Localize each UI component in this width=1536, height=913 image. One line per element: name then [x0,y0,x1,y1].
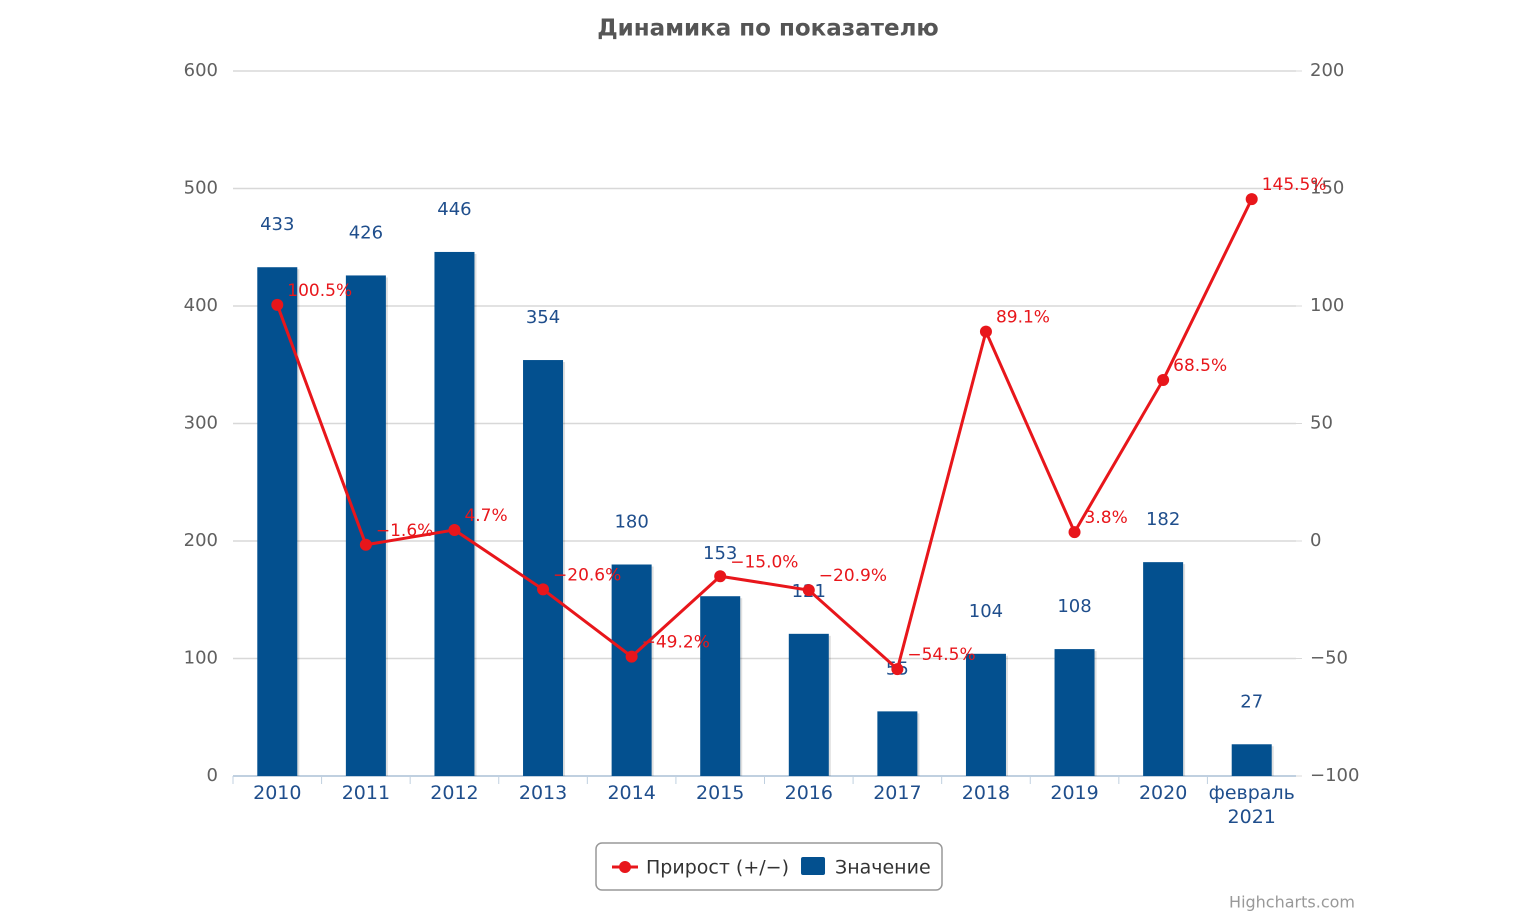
value-label: 104 [969,601,1003,622]
value-label: −20.9% [819,566,887,586]
value-label: −49.2% [642,633,710,653]
value-label: 426 [349,222,383,243]
line-point [625,650,638,663]
value-label: 68.5% [1173,356,1227,376]
bar [1054,649,1095,776]
value-label: 100.5% [287,281,352,301]
y-tick-label: 300 [184,413,218,434]
bar [611,564,652,776]
value-label: 153 [703,543,737,564]
line-point [714,570,727,583]
y-tick-label: 400 [184,295,218,316]
value-label: 89.1% [996,308,1050,328]
line-point [448,523,461,536]
value-label: −15.0% [730,552,798,572]
x-tick-label: 2018 [962,782,1010,804]
legend-box [595,842,943,891]
bar [965,653,1006,776]
line-point [1245,193,1258,206]
value-label: 433 [260,214,294,235]
value-label: 108 [1057,596,1091,617]
bar [523,360,564,776]
value-label: 180 [614,512,648,533]
x-tick-label: 2011 [342,782,390,804]
value-label: −1.6% [376,521,433,541]
x-tick-label: 2010 [253,782,301,804]
x-tick-label: 2017 [873,782,921,804]
bar [257,267,298,776]
legend-symbol [801,857,826,875]
x-tick-label: 2015 [696,782,744,804]
y2-tick-label: −50 [1310,648,1348,669]
value-label: 3.8% [1085,508,1128,528]
line-point [891,663,904,676]
value-label: 446 [437,199,471,220]
line-point [271,298,284,311]
bar [1231,744,1272,776]
chart-title: Динамика по показателю [597,16,939,42]
bar [788,633,829,776]
line-point [1068,526,1081,539]
x-tick-label: февраль 2021 [1209,782,1295,828]
x-tick-label: 2016 [785,782,833,804]
value-label: 354 [526,307,560,328]
value-label: −20.6% [553,565,621,585]
line-point [537,583,550,596]
value-label: 145.5% [1262,175,1327,195]
credits[interactable]: Highcharts.com [1229,893,1355,912]
y2-tick-label: 150 [1310,178,1344,199]
line-point [359,538,372,551]
y2-tick-label: 100 [1310,295,1344,316]
y-tick-label: 500 [184,178,218,199]
bar [1143,562,1184,776]
y-tick-label: 600 [184,60,218,81]
legend-label: Прирост (+/−) [646,857,789,879]
line [275,198,1254,672]
x-tick-label: 2020 [1139,782,1187,804]
y2-tick-label: 50 [1310,413,1333,434]
bar [700,596,741,776]
x-tick-label: 2014 [607,782,655,804]
line-point [1157,374,1170,387]
y-tick-label: 200 [184,530,218,551]
legend-label: Значение [835,857,931,879]
x-tick-label: 2013 [519,782,567,804]
y2-tick-label: 200 [1310,60,1344,81]
value-label: 27 [1240,691,1263,712]
line-point [802,584,815,597]
y2-tick-label: 0 [1310,530,1321,551]
line-point [979,325,992,338]
value-label: 182 [1146,509,1180,530]
value-label: −54.5% [907,645,975,665]
value-label: 4.7% [464,506,507,526]
legend-symbol [619,861,631,873]
y2-tick-label: −100 [1310,765,1359,786]
bar [877,711,918,776]
x-tick-label: 2019 [1050,782,1098,804]
y-tick-label: 100 [184,648,218,669]
y-tick-label: 0 [207,765,218,786]
x-tick-label: 2012 [430,782,478,804]
bar [345,275,386,776]
bar [434,251,475,776]
